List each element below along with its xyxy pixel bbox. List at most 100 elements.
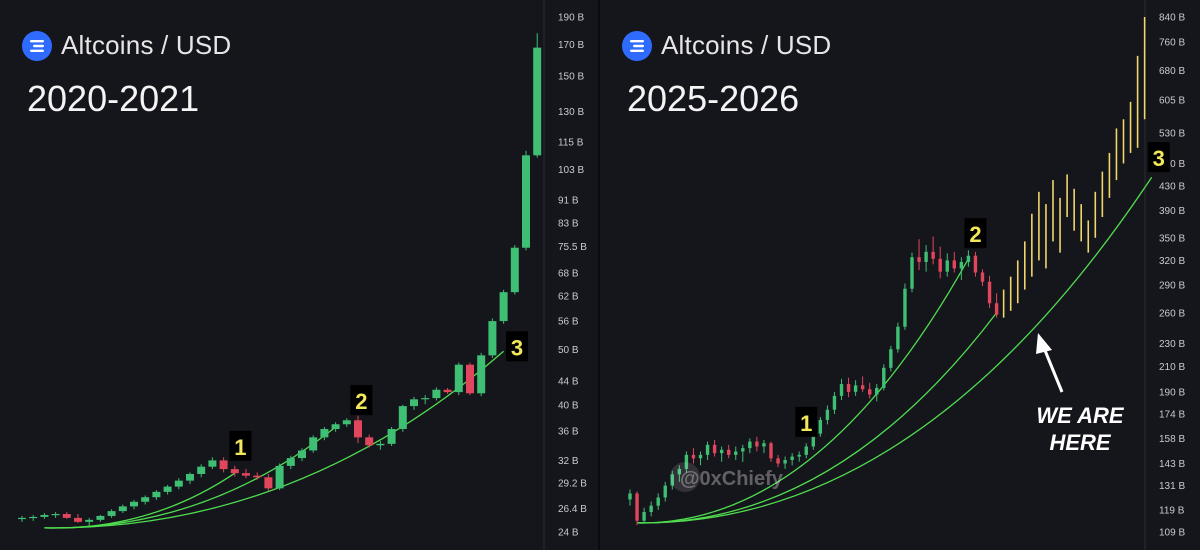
candle-body: [466, 364, 474, 394]
candle-body: [510, 247, 519, 293]
candle-body: [354, 420, 362, 438]
candle-body: [477, 355, 486, 394]
right-candlestick-chart: 840 B 760 B 680 B 605 B 530 B 470 B 430 B 390 B…: [628, 0, 1185, 550]
candle-body: [698, 454, 703, 459]
candle-body: [40, 514, 49, 517]
candle-body: [966, 255, 971, 262]
candle-body: [421, 398, 430, 400]
y-tick-label: 56 B: [558, 317, 579, 328]
y-tick-label: 119 B: [1159, 505, 1185, 516]
candle-body: [242, 473, 250, 476]
candle-body: [839, 384, 844, 396]
y-tick-label: 103 B: [558, 165, 584, 176]
y-tick-label: 26.4 B: [558, 504, 587, 515]
candle-body: [62, 513, 71, 518]
candle-body: [762, 443, 766, 447]
candle-body: [994, 303, 999, 315]
candle-body: [734, 451, 738, 455]
candle-body: [628, 493, 632, 500]
candle-body: [860, 385, 865, 390]
y-tick-label: 150 B: [558, 71, 584, 82]
candle-body: [769, 443, 773, 459]
candle-body: [952, 260, 956, 269]
candle-body: [387, 429, 396, 444]
candle-body: [331, 424, 340, 430]
y-tick-label: 68 B: [558, 268, 579, 279]
candle-body: [797, 454, 801, 457]
marker-label: 1: [800, 411, 812, 436]
y-tick-label: 174 B: [1159, 410, 1185, 421]
y-tick-label: 230 B: [1159, 339, 1185, 350]
y-tick-label: 760 B: [1159, 38, 1185, 49]
candle-body: [443, 389, 452, 393]
candle-body: [987, 281, 992, 304]
y-tick-label: 470 B: [1159, 159, 1185, 170]
pair-title: Altcoins / USD: [61, 30, 232, 60]
candle-body: [219, 460, 228, 470]
y-tick-label: 44 B: [558, 377, 579, 388]
marker-box: [229, 430, 252, 461]
left-chart-panel: 190 B 170 B 150 B 130 B 115 B 103 B 91 B 83 B 75…: [18, 0, 588, 550]
y-tick-label: 170 B: [558, 40, 584, 51]
y-tick-label: 36 B: [558, 427, 579, 438]
candle-body: [163, 486, 172, 492]
candle-body: [275, 465, 284, 489]
candle-body: [208, 460, 217, 467]
marker-label: 2: [355, 389, 367, 414]
marker-box: [964, 218, 987, 249]
candle-body: [454, 364, 463, 393]
trend-curve: [637, 176, 1153, 524]
candle-body: [670, 474, 674, 486]
candle-body: [649, 505, 653, 512]
candle-body: [853, 385, 858, 392]
candle-body: [910, 257, 914, 289]
y-tick-label: 158 B: [1159, 434, 1185, 445]
candle-body: [959, 261, 964, 269]
candle-body: [186, 473, 194, 481]
stacked-bars-icon: [22, 30, 52, 61]
candle-body: [118, 506, 127, 512]
right-chart-header: Altcoins / USD: [622, 30, 831, 61]
marker-box: [350, 385, 373, 416]
y-tick-label: 430 B: [1159, 181, 1185, 192]
pair-title: Altcoins / USD: [661, 30, 832, 60]
candle-body: [18, 517, 26, 520]
marker-box: [506, 331, 529, 362]
candle-body: [141, 497, 150, 502]
candle-body: [727, 449, 731, 455]
candle-body: [499, 292, 508, 322]
candle-body: [896, 326, 900, 350]
y-tick-label: 190 B: [558, 13, 584, 24]
candle-body: [130, 501, 138, 507]
candle-body: [755, 441, 759, 447]
candle-body: [705, 444, 710, 455]
y-tick-label: 320 B: [1159, 256, 1185, 267]
candle-body: [29, 516, 38, 519]
candle-body: [522, 155, 530, 248]
candle-body: [980, 272, 985, 282]
candle-body: [917, 257, 921, 262]
left-chart-header: Altcoins / USD: [22, 30, 231, 61]
candle-body: [298, 450, 306, 459]
candle-body: [230, 469, 239, 474]
candle-body: [309, 437, 318, 451]
y-tick-label: 130 B: [558, 107, 584, 118]
candle-body: [488, 321, 497, 356]
candle-body: [320, 429, 329, 438]
watermark-handle: @0xChiefy: [680, 468, 783, 490]
candle-body: [741, 448, 745, 452]
trend-curve: [44, 350, 505, 529]
period-title: 2025-2026: [627, 78, 800, 119]
y-tick-label: 131 B: [1159, 481, 1185, 492]
candle-body: [663, 485, 667, 498]
marker-box: [1147, 142, 1170, 173]
y-tick-label: 109 B: [1159, 528, 1185, 539]
candle-body: [748, 441, 752, 449]
candle-body: [533, 47, 542, 156]
trend-curve: [637, 258, 969, 524]
candle-body: [875, 387, 879, 395]
candle-body: [945, 260, 949, 272]
y-tick-label: 260 B: [1159, 308, 1185, 319]
candle-body: [931, 251, 935, 259]
y-tick-label: 62 B: [558, 291, 579, 302]
